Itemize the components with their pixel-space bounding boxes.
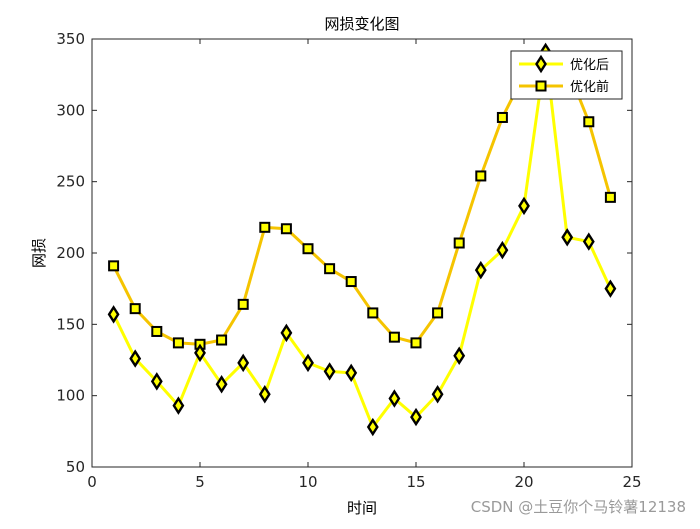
x-tick-label: 0 <box>87 473 97 491</box>
series-2-point <box>216 334 228 346</box>
series-2-point <box>388 331 400 343</box>
series-1-point <box>237 353 250 373</box>
series-2-point <box>172 337 184 349</box>
series-1-point <box>129 349 142 368</box>
y-tick-label: 100 <box>56 387 85 405</box>
y-tick-label: 50 <box>66 458 85 476</box>
watermark-text: CSDN @土豆你个马铃薯12138 <box>470 498 686 516</box>
legend-entry-label: 优化后 <box>570 58 609 73</box>
series-1-point <box>496 240 509 260</box>
series-1-point <box>172 396 185 415</box>
series-line-1 <box>112 50 612 429</box>
series-1-point <box>518 196 530 216</box>
y-tick-label: 250 <box>56 173 85 191</box>
series-2-point <box>583 116 595 128</box>
series-2-point <box>432 307 444 319</box>
series-2-point <box>496 111 508 123</box>
series-2-point <box>129 303 141 315</box>
series-1-point <box>453 346 466 365</box>
series-1-point <box>150 372 163 391</box>
series-1-point <box>604 279 617 298</box>
x-tick-label: 25 <box>622 473 641 491</box>
series-1-point <box>194 343 206 363</box>
series-1-point <box>107 305 120 324</box>
series-2-point <box>475 170 487 182</box>
x-tick-label: 15 <box>406 473 425 491</box>
series-2-point <box>604 191 616 203</box>
series-2-point <box>367 307 379 319</box>
legend-swatch-marker <box>535 54 547 74</box>
series-1-point <box>258 385 271 404</box>
series-2-point <box>345 276 357 288</box>
y-tick-label: 150 <box>56 315 85 333</box>
x-tick-label: 10 <box>298 473 317 491</box>
series-1-point <box>388 389 401 408</box>
y-tick-label: 300 <box>56 101 85 119</box>
series-2-point <box>453 237 465 249</box>
series-2-point <box>410 337 422 349</box>
series-1-point <box>280 323 293 343</box>
x-tick-label: 20 <box>514 473 533 491</box>
series-1-point <box>345 363 358 383</box>
series-2-point <box>324 263 336 275</box>
series-1-point <box>323 362 336 381</box>
series-2-point <box>237 298 249 310</box>
legend-swatch-marker <box>535 80 547 92</box>
y-tick-label: 200 <box>56 244 85 262</box>
series-1-point <box>582 232 595 251</box>
y-tick-label: 350 <box>56 30 85 48</box>
series-2-point <box>151 325 163 337</box>
series-2-point <box>302 243 314 255</box>
series-1-point <box>561 228 574 247</box>
chart-title: 网损变化图 <box>324 15 399 33</box>
series-2-point <box>108 260 120 272</box>
series-1-point <box>366 417 379 437</box>
series-1-point <box>431 385 444 404</box>
x-axis-label: 时间 <box>347 499 377 517</box>
series-1-point <box>410 407 422 427</box>
legend-entry-label: 优化前 <box>570 79 609 95</box>
series-2-point <box>280 223 292 235</box>
series-1-point <box>215 375 228 394</box>
y-axis-label: 网损 <box>30 238 48 268</box>
series-1-point <box>474 260 487 280</box>
x-tick-label: 5 <box>195 473 205 491</box>
legend-box <box>510 50 623 100</box>
series-1-point <box>302 353 314 373</box>
series-2-point <box>259 221 271 233</box>
